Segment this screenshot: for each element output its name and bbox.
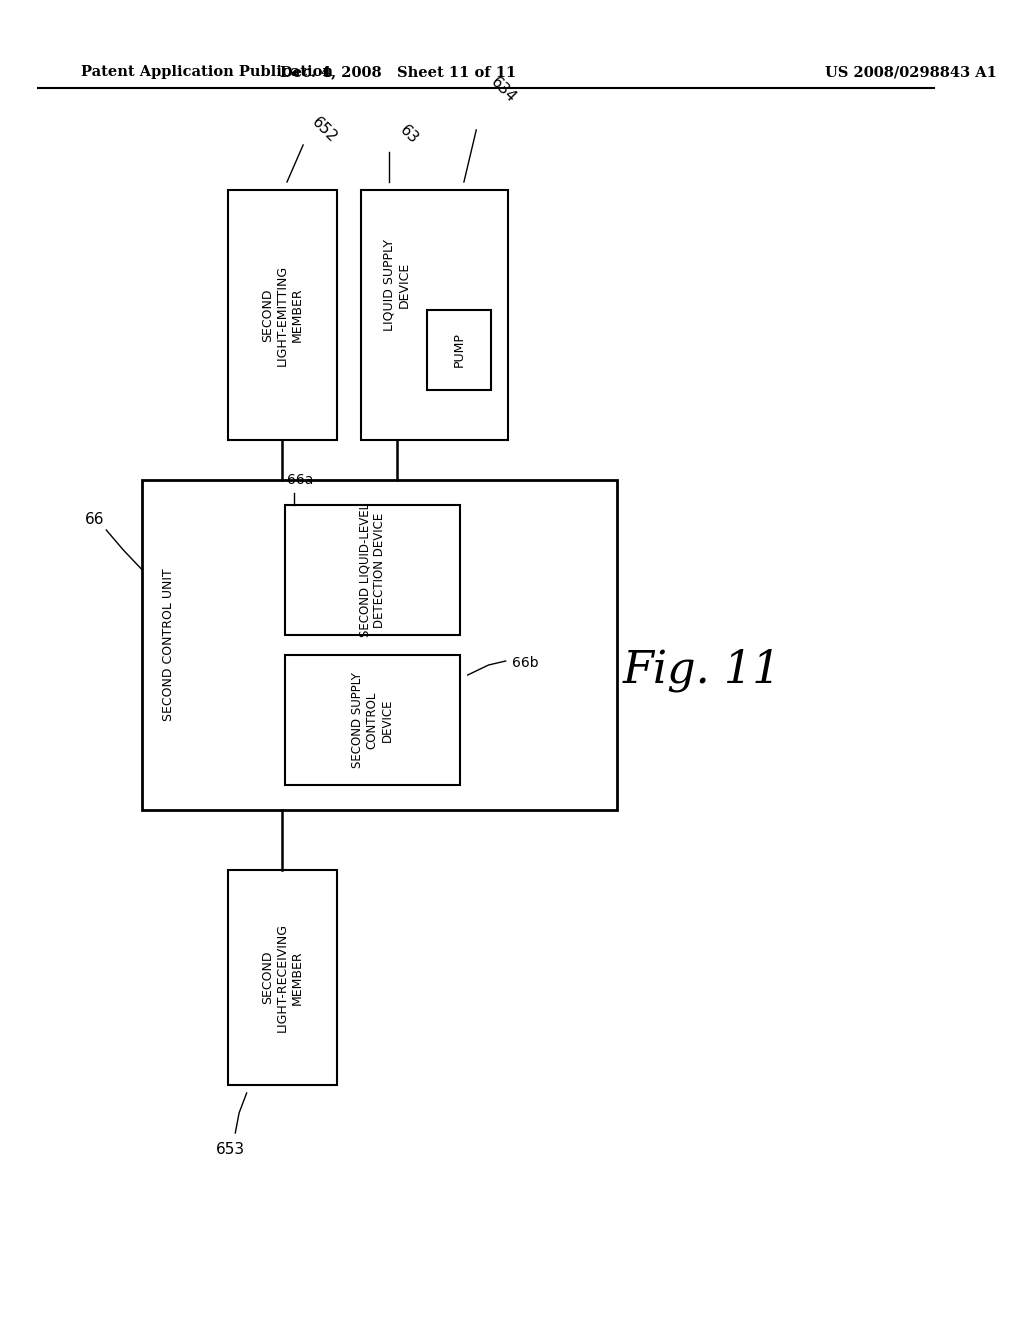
Text: 653: 653 (216, 1143, 246, 1158)
Text: SECOND
LIGHT-EMITTING
MEMBER: SECOND LIGHT-EMITTING MEMBER (261, 264, 304, 366)
Text: SECOND
LIGHT-RECEIVING
MEMBER: SECOND LIGHT-RECEIVING MEMBER (261, 923, 304, 1032)
Text: 63: 63 (396, 123, 421, 148)
Text: Patent Application Publication: Patent Application Publication (81, 65, 333, 79)
Bar (427, 310, 492, 389)
Text: US 2008/0298843 A1: US 2008/0298843 A1 (825, 65, 997, 79)
Bar (360, 190, 508, 440)
Bar (227, 870, 337, 1085)
Text: SECOND SUPPLY
CONTROL
DEVICE: SECOND SUPPLY CONTROL DEVICE (351, 672, 394, 768)
Bar (142, 480, 616, 810)
Bar (285, 655, 460, 785)
Text: 634: 634 (487, 74, 519, 106)
Text: LIQUID SUPPLY
DEVICE: LIQUID SUPPLY DEVICE (383, 239, 411, 331)
Text: PUMP: PUMP (453, 333, 466, 367)
Text: 66: 66 (85, 512, 104, 528)
Text: 652: 652 (309, 115, 340, 145)
Text: Dec. 4, 2008   Sheet 11 of 11: Dec. 4, 2008 Sheet 11 of 11 (281, 65, 516, 79)
Text: 66b: 66b (512, 656, 539, 671)
Bar (227, 190, 337, 440)
Text: SECOND CONTROL UNIT: SECOND CONTROL UNIT (163, 569, 175, 721)
Bar (285, 506, 460, 635)
Text: 66a: 66a (288, 473, 313, 487)
Text: Fig. 11: Fig. 11 (623, 648, 781, 692)
Text: SECOND LIQUID-LEVEL
DETECTION DEVICE: SECOND LIQUID-LEVEL DETECTION DEVICE (358, 503, 386, 638)
